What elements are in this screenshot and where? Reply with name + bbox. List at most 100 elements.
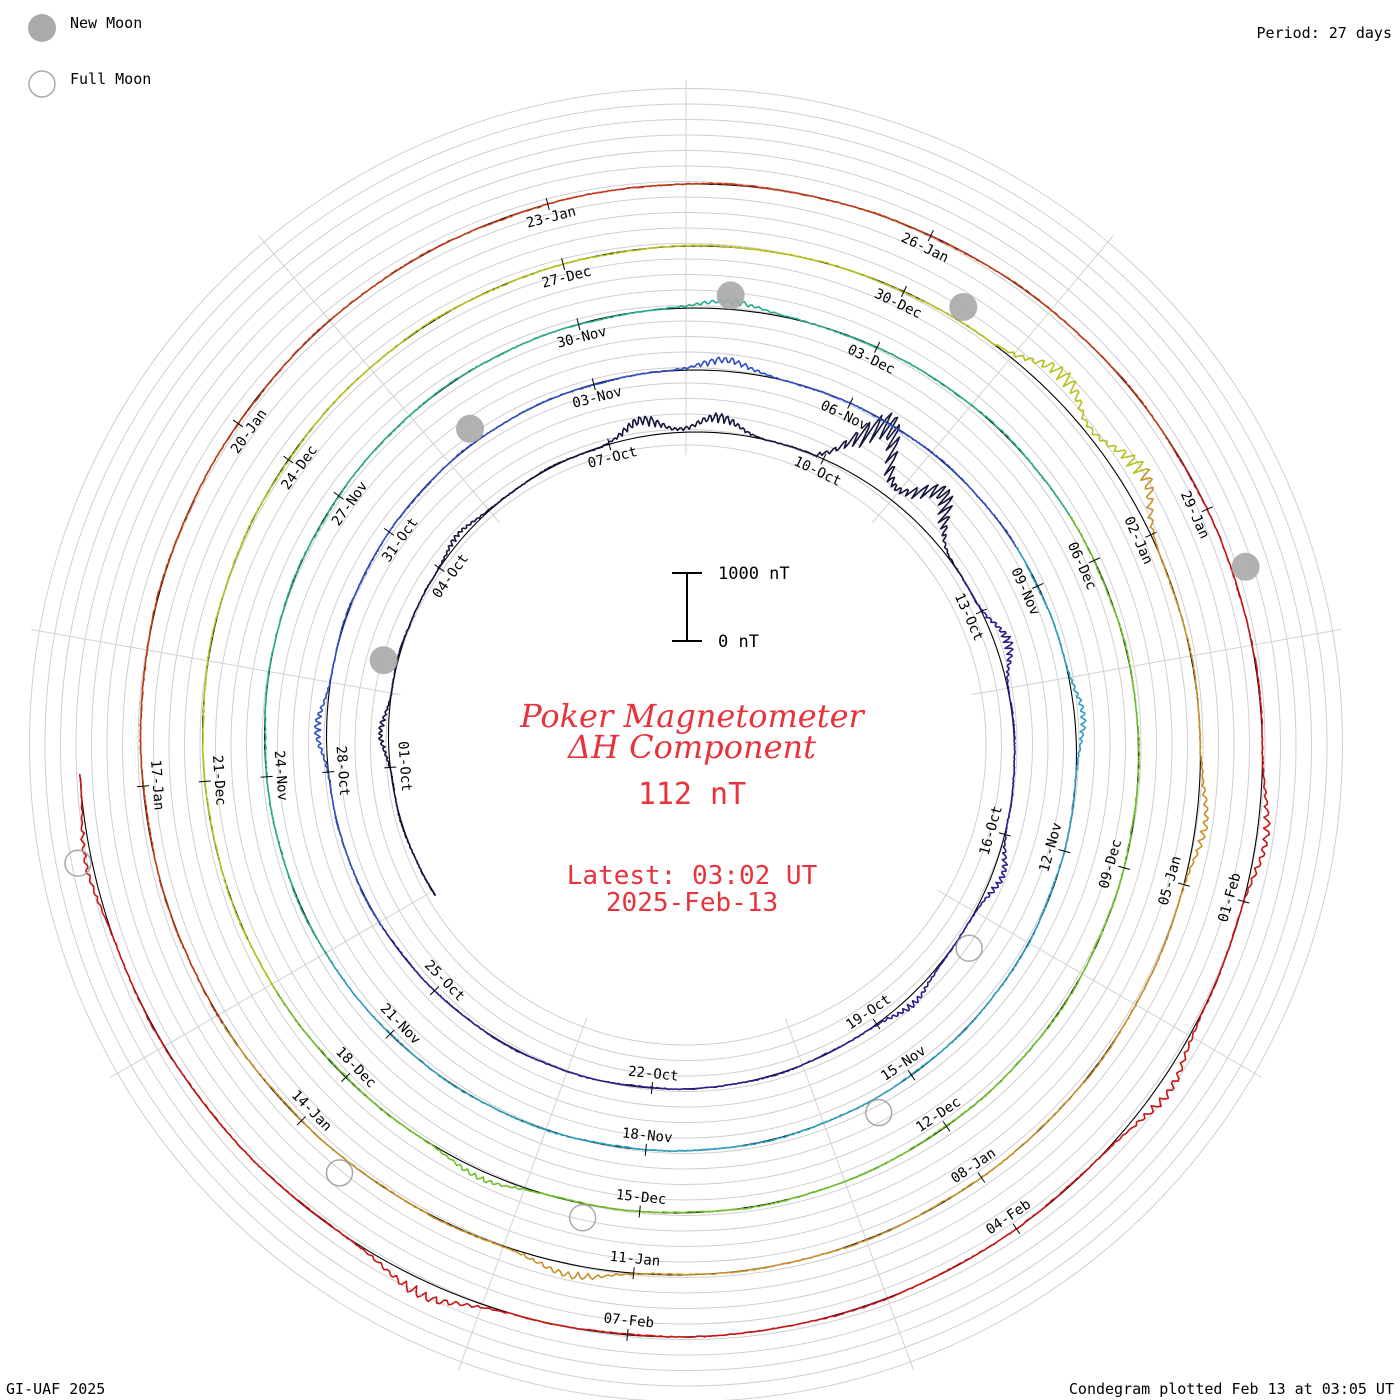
new-moon-marker [369,646,398,675]
trace-segment [381,927,408,961]
latest-date: 2025-Feb-13 [606,888,778,918]
trace-segment [785,1119,831,1138]
trace-segment [717,413,754,436]
trace-segment [312,495,341,539]
trace-segment [511,1250,571,1277]
trace-segment [724,356,768,376]
date-tick [872,1018,881,1030]
trace-segment [313,729,329,773]
trace-segment [1200,765,1209,829]
trace-segment [484,491,514,515]
spoke-line [872,235,1114,524]
trace-segment [388,497,416,533]
trace-segment [1123,815,1135,869]
date-label: 03-Dec [845,342,898,378]
trace-segment [1004,433,1040,474]
date-tick [975,608,988,615]
trace-segment [1140,468,1155,534]
latest-time: Latest: 03:02 UT [567,861,818,891]
period-label: Period: 27 days [1257,24,1392,42]
date-tick [650,1082,654,1095]
trace-segment [433,990,467,1018]
trace-segment [801,1178,853,1197]
trace-segment [1109,996,1141,1050]
date-label: 22-Oct [627,1064,679,1085]
trace-segment [237,372,279,425]
date-tick [333,491,344,500]
trace-segment [696,1329,766,1338]
date-tick [907,1070,916,1081]
trace-segment [394,800,406,835]
full-moon-legend-label: Full Moon [70,70,151,88]
date-tick [1145,531,1157,538]
scale-bar-top-label: 1000 nT [718,564,790,584]
date-label: 06-Nov [818,398,871,434]
trace-segment [139,659,147,723]
chart-subtitle: ΔH Component [566,728,816,766]
trace-segment [562,251,620,265]
date-tick [632,1267,635,1280]
current-value: 112 nT [638,777,746,812]
date-tick [927,229,934,242]
trace-segment [388,767,397,802]
trace-segment [432,1144,479,1180]
date-label: 24-Nov [271,750,291,802]
trace-segment [1132,763,1141,817]
trace-segment [534,1058,574,1075]
full-moon-marker [64,849,92,877]
trace-segment [961,578,984,612]
trace-segment [326,771,336,814]
date-tick [1237,899,1250,904]
trace-segment [806,194,870,212]
spoke-line [971,629,1341,696]
trace-segment [338,455,370,497]
trace-segment [676,182,742,186]
trace-segment [1015,546,1038,587]
trace-segment [139,722,144,787]
trace-segment [234,507,260,561]
trace-segment [1197,706,1204,767]
trace-segment [922,370,966,402]
date-tick [820,453,827,465]
trace-segment [989,509,1017,548]
trace-segment [259,1073,303,1122]
trace-segment [748,1195,802,1209]
trace-segment [277,326,324,374]
trace-segment [572,1072,613,1084]
trace-segment [764,1315,833,1332]
plot-time-label: Condegram plotted Feb 13 at 03:05 UT [1069,1380,1394,1398]
trace-segment [135,993,171,1056]
trace-segment [770,1061,809,1077]
trace-segment [1063,806,1074,852]
trace-segment [943,544,964,579]
trace-segment [308,1035,348,1078]
date-tick [283,455,294,464]
trace-segment [876,1003,915,1026]
trace-segment [1164,884,1186,943]
trace-segment [1112,608,1130,660]
full-moon-marker [955,934,983,962]
new-moon-marker [716,281,745,310]
trace-segment [1091,431,1146,475]
trace-segment [226,890,251,943]
trace-segment [831,1293,898,1318]
trace-segment [911,971,936,1008]
trace-segment [177,477,206,537]
trace-segment [156,536,180,597]
trace-segment [612,1082,653,1089]
trace-segment [498,1040,536,1060]
date-tick [1201,506,1213,513]
full-moon-marker [325,1159,354,1187]
trace-segment [395,629,408,665]
trace-segment [575,442,610,458]
trace-segment [1221,901,1246,966]
trace-segment [741,184,807,197]
spoke-line [458,1017,588,1371]
trace-segment [328,958,359,1000]
trace-segment [513,397,553,418]
trace-segment [367,531,390,569]
trace-segment [204,423,240,479]
trace-segment [201,725,206,782]
trace-segment [1006,681,1015,721]
